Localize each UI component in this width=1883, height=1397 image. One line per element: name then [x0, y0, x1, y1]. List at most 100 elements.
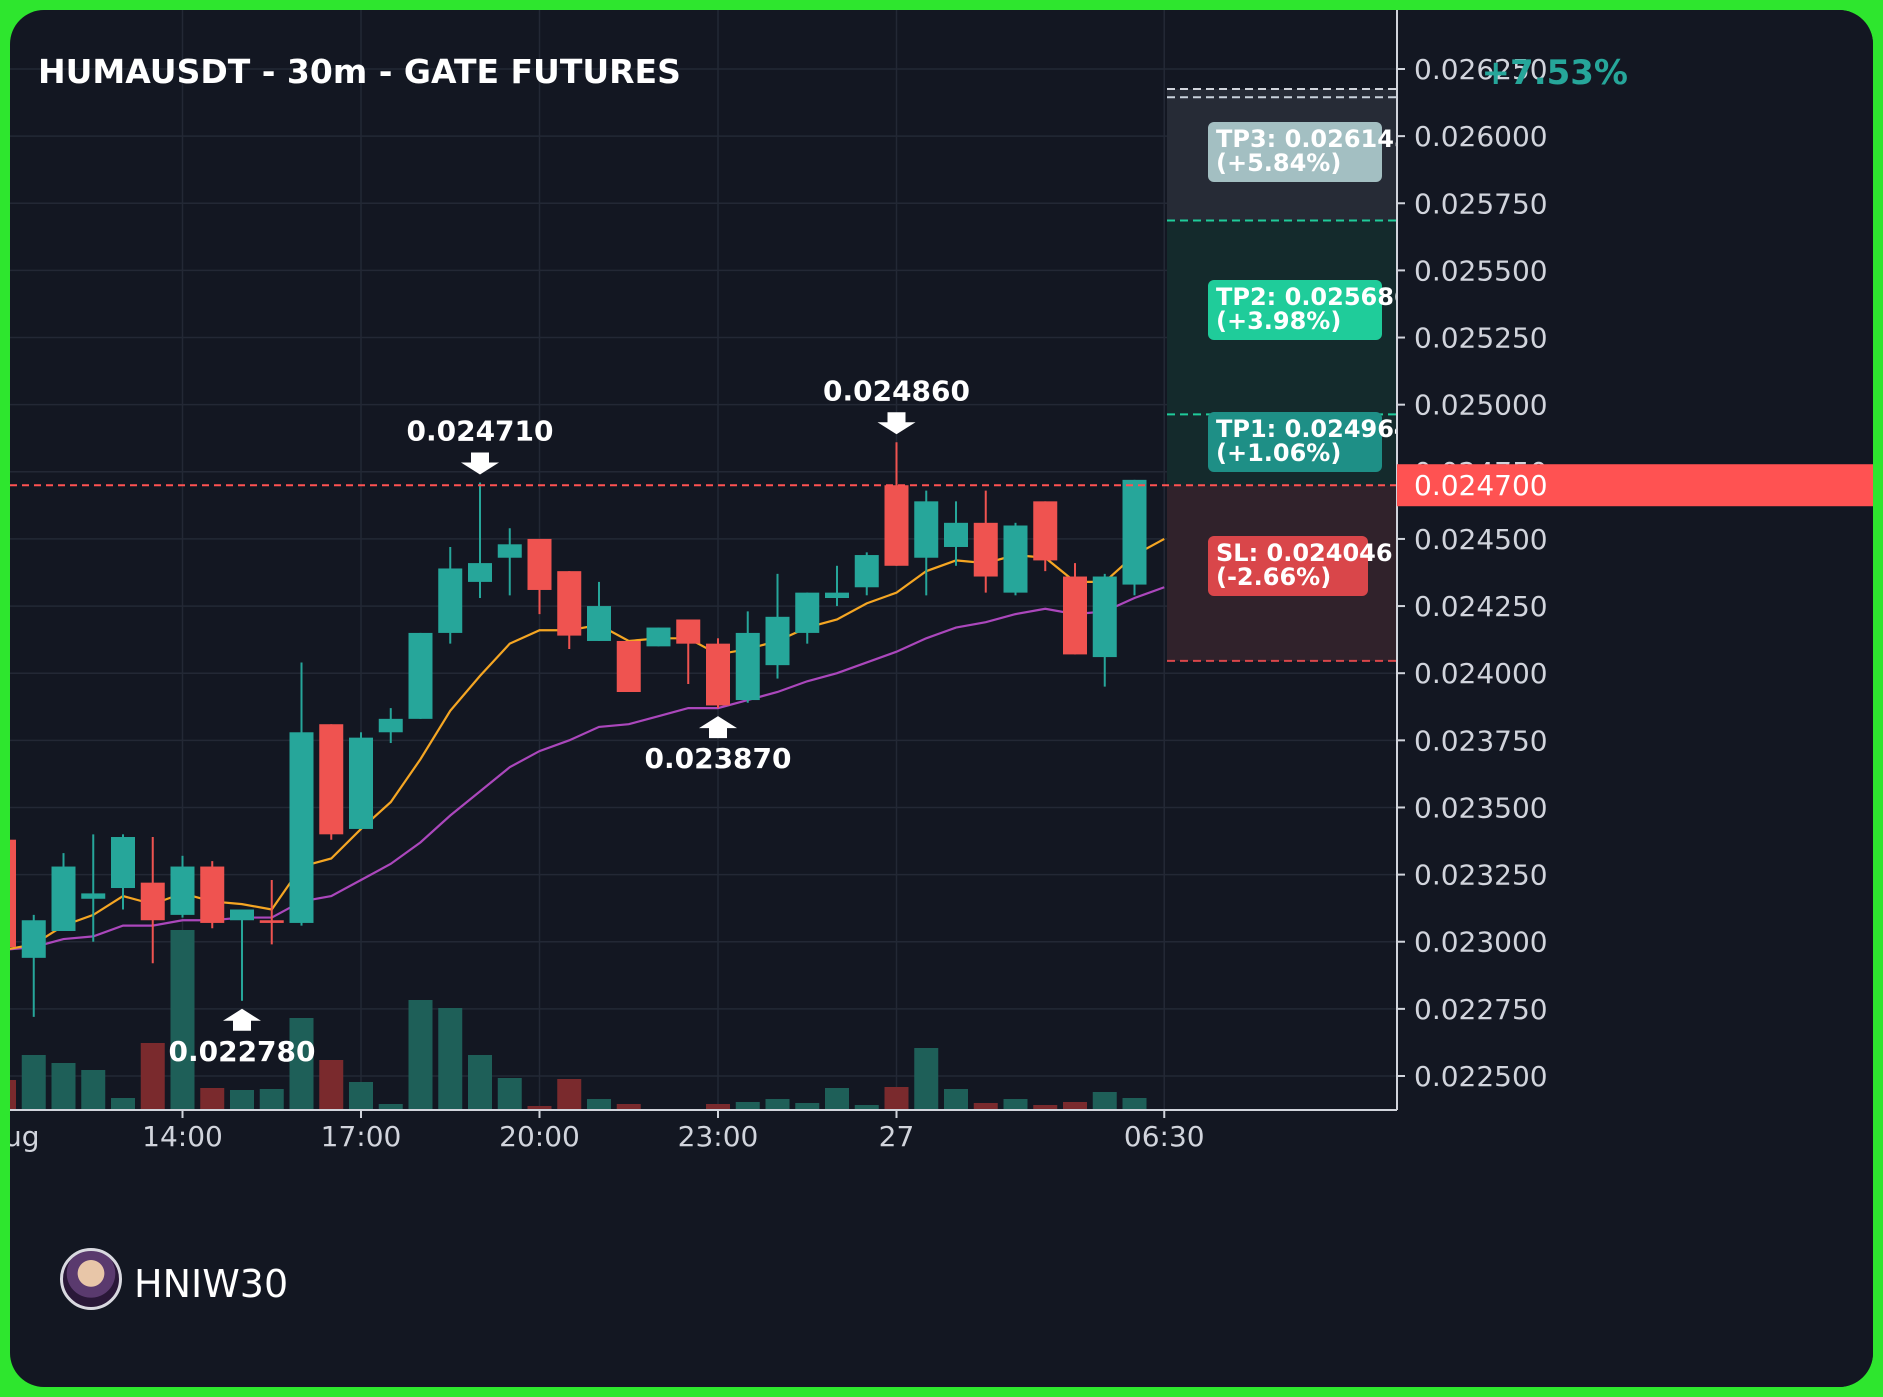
volume-bar	[854, 1105, 879, 1110]
avatar	[60, 1248, 122, 1310]
candle-body	[10, 839, 16, 948]
chart-title: HUMAUSDT - 30m - GATE FUTURES	[38, 52, 681, 91]
time-tick-label: 06:30	[1124, 1120, 1205, 1153]
candle-body	[1092, 576, 1117, 658]
volume-bar	[706, 1104, 730, 1110]
candle-body	[795, 592, 820, 633]
tp2-label-text: TP2: 0.025686	[1216, 283, 1411, 311]
tp3-label-text: TP3: 0.026145	[1216, 125, 1411, 153]
candle-body	[200, 866, 225, 923]
candle-body	[140, 882, 165, 921]
time-axis: 14:00 17:00 20:00 23:00 27 06:30 ug	[10, 1109, 1397, 1153]
volume-bar	[765, 1099, 790, 1110]
volume-bar	[349, 1082, 373, 1110]
price-tick-label: 0.024250	[1414, 590, 1548, 623]
down-arrow-icon	[877, 412, 916, 435]
price-tick-label: 0.024000	[1414, 657, 1548, 690]
candle-body	[825, 592, 849, 599]
candle-body	[973, 522, 998, 577]
ema-slow-line	[10, 586, 1165, 951]
pivot-label: 0.022780	[168, 1035, 315, 1068]
price-tick-label: 0.022500	[1414, 1060, 1548, 1093]
volume-bar	[1063, 1102, 1087, 1110]
volume-bar	[319, 1060, 344, 1110]
moving-averages	[10, 537, 1165, 951]
candle-body	[259, 920, 284, 923]
volume-bar	[81, 1070, 106, 1110]
sl-label-pct: (-2.66%)	[1216, 563, 1331, 591]
volume-bar	[884, 1087, 909, 1110]
volume-bar	[973, 1103, 998, 1110]
tp3-label-pct: (+5.84%)	[1216, 149, 1341, 177]
sl-label-text: SL: 0.024046	[1216, 539, 1393, 567]
sl-label-box	[1208, 536, 1368, 596]
price-tick-label: 0.023750	[1414, 724, 1548, 757]
candle-body	[854, 555, 879, 588]
volume-bar	[1122, 1098, 1147, 1110]
price-tick-label: 0.025250	[1414, 322, 1548, 355]
candle-body	[378, 718, 403, 733]
candlesticks	[10, 442, 1147, 1017]
volume-bar	[140, 1043, 165, 1110]
volume-bar	[795, 1103, 820, 1110]
price-tick-label: 0.026250	[1414, 53, 1548, 86]
volume-bar	[616, 1104, 641, 1110]
candle-body	[81, 893, 106, 899]
candle-body	[557, 571, 582, 636]
candle-body	[21, 920, 46, 958]
candle-body	[587, 606, 611, 641]
volume-bar	[21, 1055, 46, 1110]
time-tick-label: 14:00	[142, 1120, 223, 1153]
time-tick-label: 23:00	[678, 1120, 759, 1153]
level-lines: TP3: 0.026145(+5.84%) TP2: 0.025686(+3.98…	[10, 88, 1411, 662]
volume-bar	[735, 1102, 760, 1110]
price-tick-label: 0.025000	[1414, 389, 1548, 422]
price-axis-bg	[1397, 10, 1873, 1387]
watermark: HNIW30	[134, 1262, 289, 1306]
volume-bar	[497, 1078, 522, 1110]
volume-bar	[230, 1090, 254, 1110]
ema-fast-line	[10, 537, 1165, 950]
volume-bar	[289, 1018, 314, 1110]
volume-bar	[1092, 1092, 1117, 1110]
max-gain-label: +7.53%	[1482, 53, 1628, 93]
candle-body	[408, 632, 433, 719]
price-tick-label: 0.026000	[1414, 120, 1548, 153]
tp2-label-box	[1208, 280, 1382, 340]
candle-body	[616, 640, 641, 692]
candle-body	[230, 909, 254, 921]
pivot-label: 0.024710	[406, 415, 553, 448]
volume-bar	[825, 1088, 849, 1110]
price-tick-label: 0.023500	[1414, 791, 1548, 824]
candle-body	[1003, 525, 1028, 593]
candle-body	[706, 643, 730, 706]
volume-bar	[587, 1099, 611, 1110]
volume-bars	[10, 930, 1147, 1110]
volume-bar	[557, 1079, 582, 1110]
candle-body	[527, 538, 552, 590]
time-tick-label: 27	[879, 1120, 915, 1153]
pivot-label: 0.023870	[644, 742, 791, 775]
price-tick-label: 0.023250	[1414, 859, 1548, 892]
current-price-tag	[1397, 464, 1873, 507]
chart-canvas[interactable]: TP3: 0.026145(+5.84%) TP2: 0.025686(+3.98…	[10, 10, 1873, 1387]
volume-bar	[200, 1088, 225, 1110]
candle-body	[646, 627, 671, 647]
volume-bar	[51, 1063, 76, 1110]
tp1-label-text: TP1: 0.024964	[1216, 415, 1411, 443]
chart-frame: TP3: 0.026145 (+5.84%) TP2: 0.025686 (+3.98…	[10, 10, 1873, 1387]
grid	[10, 10, 1397, 1110]
volume-bar	[468, 1055, 492, 1110]
candle-body	[111, 837, 135, 889]
price-tick-label: 0.024500	[1414, 523, 1548, 556]
candle-body	[735, 632, 760, 701]
tp1-label-pct: (+1.06%)	[1216, 439, 1341, 467]
pivot-markers: 0.022780 0.024710 0.023870 0.024860	[168, 374, 970, 1068]
down-arrow-icon	[461, 452, 499, 475]
current-price-label: 0.024700	[1414, 469, 1548, 502]
price-axis: 0.022500 0.022750 0.023000 0.023250 0.023500…	[1396, 10, 1873, 1387]
candle-body	[319, 724, 344, 835]
candle-body	[438, 568, 463, 633]
candle-body	[468, 563, 492, 582]
volume-bar	[111, 1098, 135, 1110]
